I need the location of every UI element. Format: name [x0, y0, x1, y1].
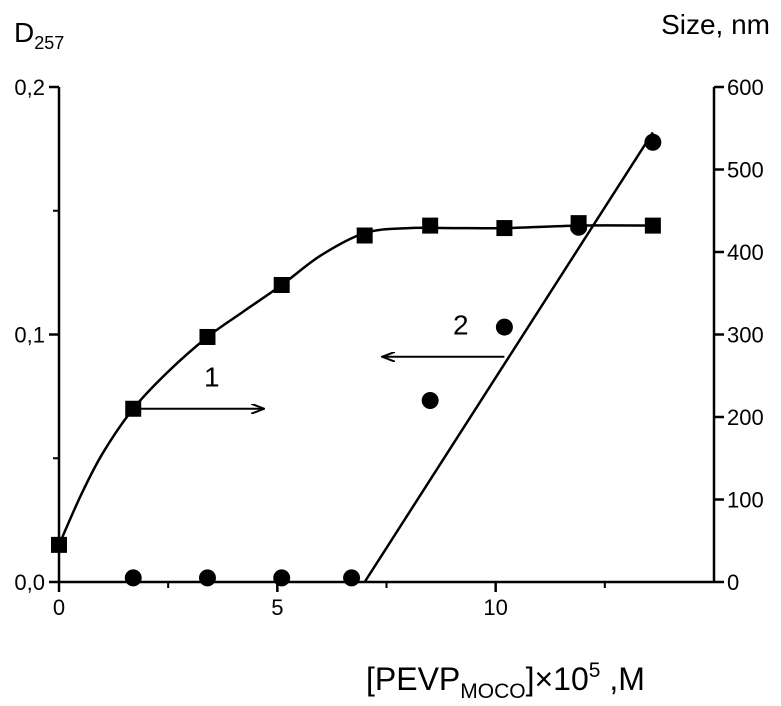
x-tick-label: 5	[271, 595, 283, 620]
y-right-tick-label: 500	[727, 158, 764, 183]
fit-curves	[57, 131, 654, 583]
y-right-tick-label: 100	[727, 488, 764, 513]
x-tick-label: 0	[53, 595, 65, 620]
x-tick-label: 10	[483, 595, 507, 620]
annotations: 12	[133, 310, 505, 409]
y-right-tick-label: 300	[727, 323, 764, 348]
x-axis-title: [PEVPMOCO]×105 ,M	[366, 659, 645, 703]
series-2-point	[198, 569, 216, 587]
y-right-tick-label: 0	[727, 570, 739, 595]
series-1-point	[356, 227, 373, 244]
series-2-point	[124, 569, 142, 587]
y-left-tick-label: 0,0	[14, 570, 45, 595]
series-1-point	[496, 220, 513, 237]
series-2-curve	[363, 131, 654, 583]
data-points	[51, 133, 662, 587]
series-1-point	[273, 277, 290, 293]
series-2-point	[273, 569, 291, 587]
series-1-point	[422, 217, 439, 234]
y-axis-left-title: D257	[14, 17, 64, 53]
series-2-point	[495, 318, 513, 336]
series-1-point	[644, 217, 661, 234]
series-1-point	[51, 536, 67, 553]
y-right-tick-label: 400	[727, 240, 764, 265]
series-2-point	[570, 218, 588, 236]
axes: 0,0 0,1 0,2 0 100 200 300 400 500 600 0 5 10	[14, 75, 763, 620]
y-left-tick-label: 0,1	[14, 323, 45, 348]
series-2-point	[421, 392, 439, 409]
series-1-point	[199, 328, 216, 345]
annotation-label-1: 1	[204, 361, 220, 392]
annotation-label-2: 2	[453, 310, 469, 341]
series-2-point	[644, 133, 662, 151]
y-right-tick-label: 600	[727, 75, 764, 100]
y-left-tick-label: 0,2	[14, 75, 45, 100]
series-2-point	[343, 569, 361, 587]
y-right-tick-label: 200	[727, 405, 764, 430]
y-axis-right-title: Size, nm	[661, 9, 770, 40]
